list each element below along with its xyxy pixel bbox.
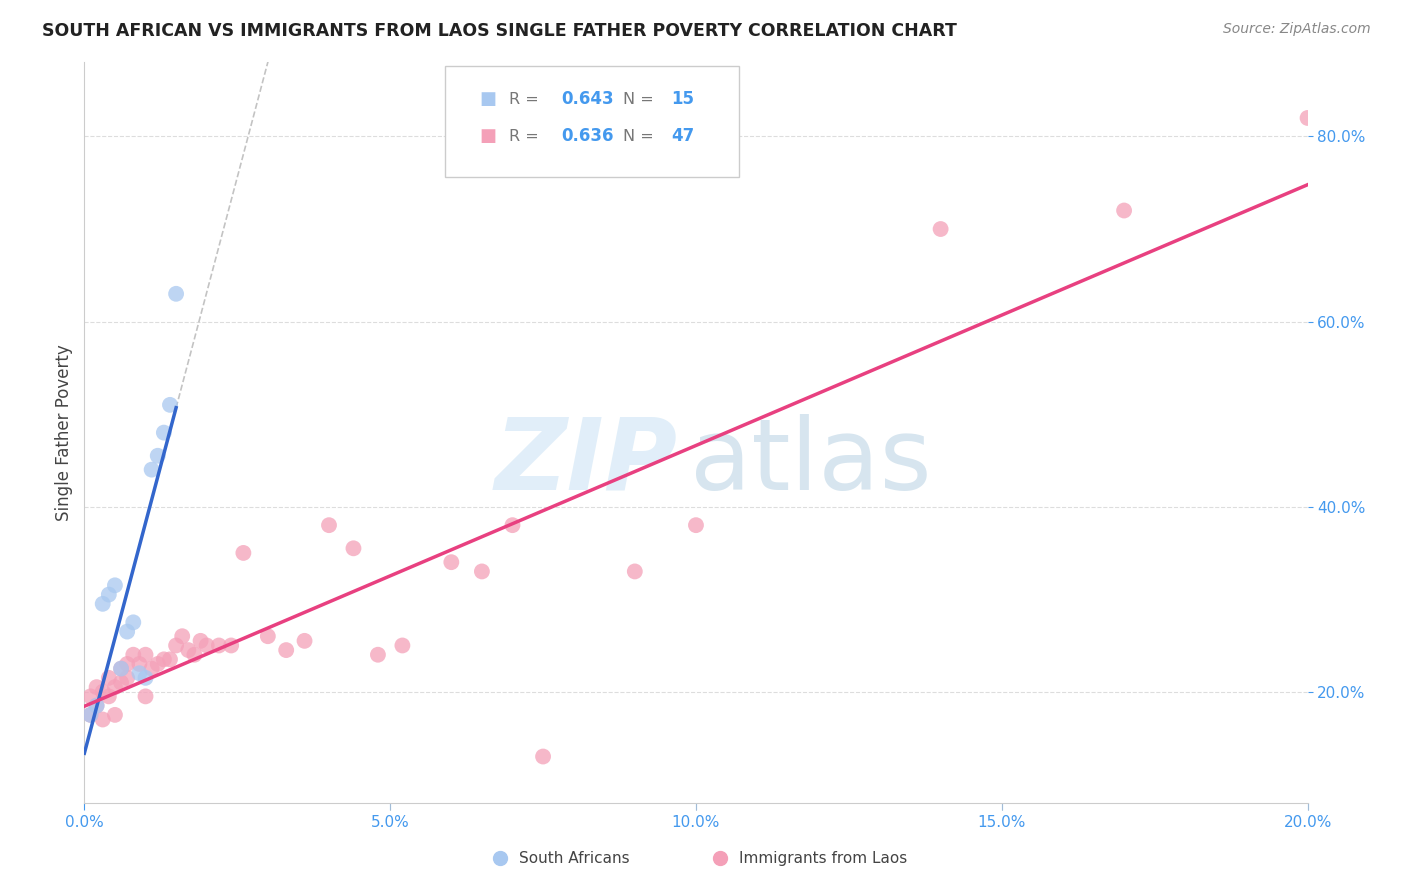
Point bbox=[115, 624, 138, 639]
Point bbox=[471, 565, 494, 579]
Text: N =: N = bbox=[623, 129, 658, 144]
Text: N =: N = bbox=[623, 92, 658, 107]
Point bbox=[342, 541, 364, 556]
Y-axis label: Single Father Poverty: Single Father Poverty bbox=[55, 344, 73, 521]
Point bbox=[91, 597, 114, 611]
Point bbox=[153, 652, 176, 666]
Point bbox=[159, 652, 181, 666]
Point bbox=[86, 680, 108, 694]
Point bbox=[97, 690, 120, 704]
FancyBboxPatch shape bbox=[446, 66, 738, 178]
Text: 0.636: 0.636 bbox=[561, 128, 614, 145]
Point bbox=[294, 633, 316, 648]
Point bbox=[122, 648, 145, 662]
Text: R =: R = bbox=[509, 92, 544, 107]
Point bbox=[318, 518, 340, 533]
Point bbox=[146, 657, 169, 671]
Point bbox=[440, 555, 463, 569]
Point bbox=[219, 639, 242, 653]
Point bbox=[79, 707, 101, 722]
Point bbox=[79, 690, 101, 704]
Point bbox=[104, 707, 127, 722]
Point bbox=[115, 671, 138, 685]
Point bbox=[624, 565, 647, 579]
Point bbox=[104, 578, 127, 592]
Point bbox=[165, 286, 187, 301]
Text: 47: 47 bbox=[672, 128, 695, 145]
Point bbox=[86, 698, 108, 713]
Text: Immigrants from Laos: Immigrants from Laos bbox=[738, 851, 907, 866]
Text: South Africans: South Africans bbox=[519, 851, 630, 866]
Point bbox=[86, 698, 108, 713]
Point bbox=[97, 671, 120, 685]
Point bbox=[135, 690, 157, 704]
Point bbox=[183, 648, 205, 662]
Point bbox=[367, 648, 389, 662]
Point bbox=[195, 639, 218, 653]
Point bbox=[135, 648, 157, 662]
Point bbox=[128, 666, 150, 681]
Point bbox=[135, 671, 157, 685]
Point bbox=[159, 398, 181, 412]
Point bbox=[929, 222, 952, 236]
Point bbox=[110, 662, 132, 676]
Point bbox=[276, 643, 298, 657]
Point bbox=[141, 662, 163, 676]
Text: 0.643: 0.643 bbox=[561, 90, 614, 109]
Point bbox=[110, 675, 132, 690]
Point bbox=[115, 657, 138, 671]
Point bbox=[172, 629, 194, 643]
Text: ■: ■ bbox=[479, 128, 496, 145]
Point bbox=[91, 713, 114, 727]
Point bbox=[685, 518, 707, 533]
Point bbox=[257, 629, 280, 643]
Point bbox=[146, 449, 169, 463]
Point bbox=[391, 639, 413, 653]
Point bbox=[177, 643, 200, 657]
Point bbox=[110, 662, 132, 676]
Point bbox=[91, 685, 114, 699]
Point bbox=[97, 588, 120, 602]
Text: Source: ZipAtlas.com: Source: ZipAtlas.com bbox=[1223, 22, 1371, 37]
Point bbox=[1296, 111, 1319, 125]
Point bbox=[208, 639, 231, 653]
Point bbox=[190, 633, 212, 648]
Point bbox=[79, 707, 101, 722]
Text: ■: ■ bbox=[479, 90, 496, 109]
Text: SOUTH AFRICAN VS IMMIGRANTS FROM LAOS SINGLE FATHER POVERTY CORRELATION CHART: SOUTH AFRICAN VS IMMIGRANTS FROM LAOS SI… bbox=[42, 22, 957, 40]
Point bbox=[141, 462, 163, 476]
Point bbox=[104, 680, 127, 694]
Text: 15: 15 bbox=[672, 90, 695, 109]
Text: ZIP: ZIP bbox=[495, 414, 678, 511]
Point bbox=[531, 749, 554, 764]
Point bbox=[1114, 203, 1136, 218]
Text: R =: R = bbox=[509, 129, 544, 144]
Text: atlas: atlas bbox=[690, 414, 932, 511]
Point bbox=[232, 546, 254, 560]
Point bbox=[165, 639, 187, 653]
Point bbox=[128, 657, 150, 671]
Point bbox=[502, 518, 524, 533]
Point bbox=[122, 615, 145, 630]
Point bbox=[153, 425, 176, 440]
